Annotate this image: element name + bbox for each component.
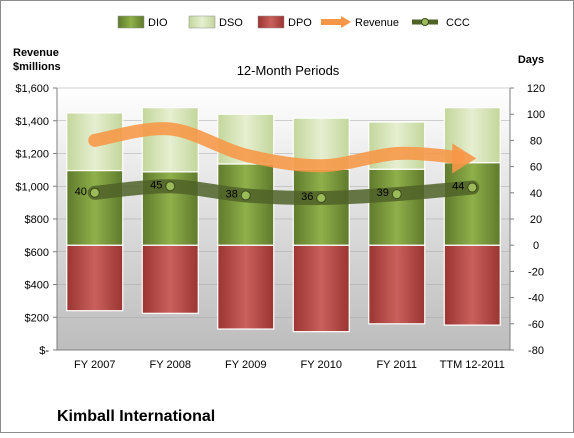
x-tick-label: TTM 12-2011 bbox=[440, 359, 505, 371]
bar-dio bbox=[292, 168, 350, 246]
left-tick-label: $- bbox=[39, 345, 49, 357]
bar-dpo bbox=[443, 244, 501, 326]
bar-dio bbox=[443, 162, 501, 246]
right-tick-label: 120 bbox=[527, 83, 545, 95]
legend-arrow-revenue bbox=[341, 16, 351, 28]
bar-dpo bbox=[217, 244, 275, 330]
left-axis-label-line1: Revenue bbox=[13, 47, 59, 59]
right-tick-label: 40 bbox=[530, 188, 542, 200]
company-name: Kimball International bbox=[57, 408, 215, 425]
x-tick-label: FY 2010 bbox=[301, 359, 342, 371]
right-tick-label: 80 bbox=[530, 135, 542, 147]
chart-title: 12-Month Periods bbox=[237, 63, 340, 78]
right-tick-label: -40 bbox=[528, 293, 544, 305]
ccc-line-path bbox=[87, 179, 480, 206]
ccc-data-label: 38 bbox=[226, 188, 238, 200]
right-tick-label: -60 bbox=[528, 319, 544, 331]
legend-label-dio: DIO bbox=[148, 17, 168, 29]
legend: DIO DSO DPO Revenue CCC bbox=[117, 15, 470, 29]
ccc-point bbox=[240, 190, 251, 201]
left-tick-label: $600 bbox=[25, 247, 49, 259]
left-tick-label: $1,000 bbox=[15, 181, 49, 193]
x-tick-label: FY 2009 bbox=[225, 359, 266, 371]
ccc-data-label: 44 bbox=[452, 181, 464, 193]
bar-dio bbox=[66, 169, 124, 246]
right-tick-label: 0 bbox=[533, 240, 539, 252]
right-tick-label: 20 bbox=[530, 214, 542, 226]
ccc-series: 40 45 38 36 39 44 bbox=[75, 179, 480, 206]
bar-dpo bbox=[368, 244, 426, 325]
left-tick-label: $1,600 bbox=[15, 83, 49, 95]
ccc-point bbox=[316, 193, 327, 204]
bar-dpo bbox=[292, 244, 350, 333]
bar-dpo bbox=[66, 244, 124, 312]
x-tick-label: FY 2011 bbox=[376, 359, 417, 371]
left-tick-label: $400 bbox=[25, 280, 49, 292]
right-tick-label: -80 bbox=[528, 345, 544, 357]
ccc-data-label: 40 bbox=[75, 186, 87, 198]
revenue-arrow-head bbox=[452, 143, 477, 174]
legend-marker-ccc bbox=[421, 18, 429, 26]
revenue-line-path bbox=[88, 122, 465, 173]
left-tick-label: $200 bbox=[25, 312, 49, 324]
legend-label-dso: DSO bbox=[219, 17, 243, 29]
legend-label-revenue: Revenue bbox=[355, 17, 399, 29]
ccc-point bbox=[89, 187, 100, 198]
ccc-point bbox=[391, 189, 402, 200]
right-tick-label: -20 bbox=[528, 266, 544, 278]
right-axis-label: Days bbox=[518, 54, 544, 66]
right-tick-label: 100 bbox=[527, 109, 545, 121]
right-axis-ticks: -80 -60 -40 -20 0 20 40 60 80 100 120 bbox=[510, 83, 545, 357]
legend-label-ccc: CCC bbox=[446, 17, 470, 29]
legend-swatch-dpo bbox=[257, 15, 285, 29]
ccc-point bbox=[165, 181, 176, 192]
right-tick-label: 60 bbox=[530, 162, 542, 174]
left-tick-label: $800 bbox=[25, 214, 49, 226]
left-axis-label-line2: $millions bbox=[13, 61, 61, 73]
left-tick-label: $1,400 bbox=[15, 116, 49, 128]
bar-dio bbox=[368, 168, 426, 246]
revenue-series bbox=[88, 122, 477, 174]
ccc-point bbox=[467, 182, 478, 193]
x-tick-label: FY 2007 bbox=[74, 359, 115, 371]
x-tick-label: FY 2008 bbox=[150, 359, 191, 371]
left-axis-ticks: $- $200 $400 $600 $800 $1,000 $1,200 $1,400 $1,6… bbox=[15, 83, 57, 357]
ccc-data-label: 39 bbox=[377, 187, 389, 199]
bar-dio bbox=[217, 163, 275, 246]
legend-swatch-dso bbox=[188, 15, 216, 29]
x-axis-ticks: FY 2007 FY 2008 FY 2009 FY 2010 FY 2011 TTM 1… bbox=[74, 359, 505, 371]
bar-dpo bbox=[141, 244, 199, 314]
ccc-data-label: 36 bbox=[301, 191, 313, 203]
legend-swatch-dio bbox=[117, 15, 145, 29]
left-tick-label: $1,200 bbox=[15, 149, 49, 161]
legend-label-dpo: DPO bbox=[288, 17, 312, 29]
ccc-data-label: 45 bbox=[150, 179, 162, 191]
